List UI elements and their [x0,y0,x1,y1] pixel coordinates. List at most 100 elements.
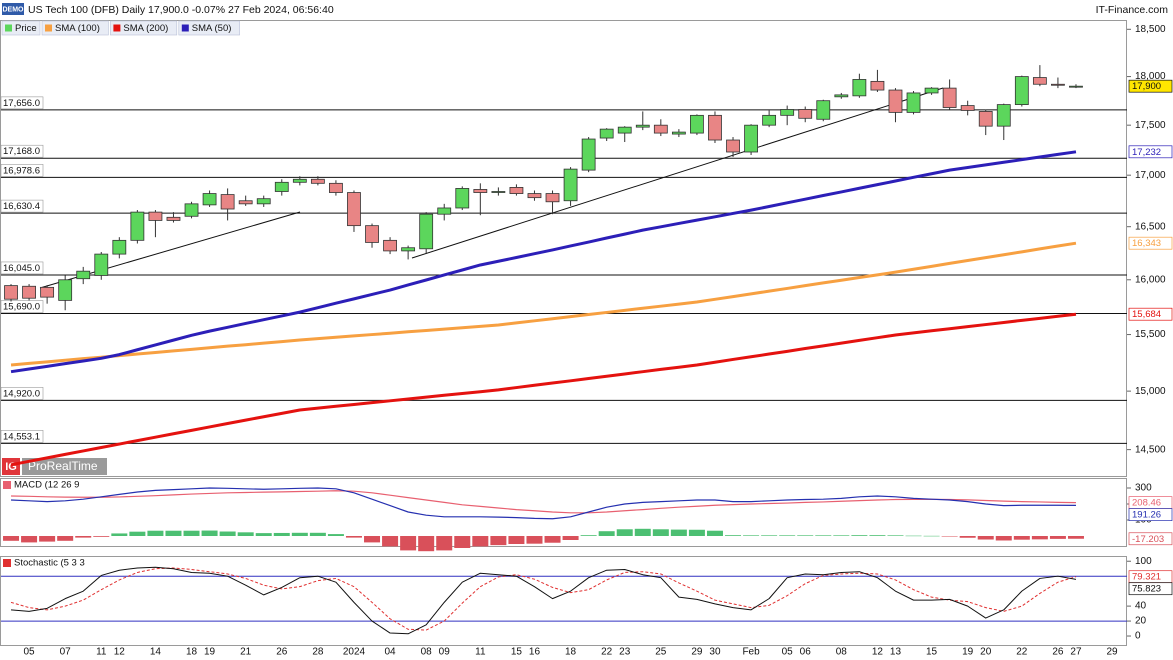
candle-body [238,200,253,205]
legend-bg [178,20,240,36]
histogram-bar [941,536,958,537]
candle-body [94,253,109,276]
candle-body [635,124,650,128]
histogram-bar [129,531,146,536]
histogram-bar [616,529,633,536]
candle-body [653,124,668,134]
x-tick-label: 18 [186,647,198,658]
histogram-bar [923,535,940,537]
candle-body [166,216,181,221]
x-tick-label: 11 [475,647,486,658]
level-label-bg [0,430,44,443]
histogram-bar [634,528,651,536]
level-label: 16,978.6 [3,165,40,176]
histogram-bar [490,536,507,546]
value-label: 191.26 [1132,510,1161,521]
histogram-bar [725,535,742,536]
level-label-bg [0,261,44,275]
candle-body [509,187,524,194]
candle-body [870,80,885,91]
histogram-bar [57,536,74,541]
y-tick-label: 16,500 [1135,221,1166,232]
candle-body [834,94,849,98]
histogram-bar [688,529,705,536]
y-tick-label: 40 [1135,601,1147,612]
value-label-bg [1128,582,1173,596]
histogram-bar [779,535,796,536]
histogram-bar [418,536,435,552]
value-label: 16,343 [1132,238,1161,249]
candle-body [816,100,831,120]
candle-body [76,270,91,280]
y-tick-label: 18,000 [1135,71,1166,82]
histogram-bar [652,529,669,536]
line-series [10,312,1077,467]
candle-body [184,203,199,217]
candle-body [130,211,145,241]
value-label-bg [1128,532,1173,546]
x-tick-label: 29 [1107,647,1119,658]
x-tick-label: 12 [872,647,884,658]
histogram-bar [508,536,525,544]
x-tick-label: 26 [276,647,288,658]
candle-body [1051,83,1065,86]
histogram-bar [291,532,308,536]
x-tick-label: 14 [150,647,162,658]
candle-body [274,181,289,192]
legend-swatch [45,24,52,32]
plot-layer: 18,500 18,000 17,500 17,000 16,500 16,000 15,5… [0,20,1173,658]
histogram-bar [851,535,868,536]
candle-body [671,131,686,135]
value-label: 15,684 [1132,309,1161,320]
level-label: 16,045.0 [3,263,40,274]
histogram-bar [111,533,128,536]
histogram-bar [544,536,561,543]
histogram-bar [905,535,922,537]
legend-bg [41,20,109,36]
x-tick-label: 30 [709,647,721,658]
histogram-bar [743,535,760,536]
line-series [10,241,1077,367]
candle-body [437,207,452,215]
candle-body [545,193,560,203]
x-tick-label: Feb [742,647,760,658]
x-tick-label: 25 [655,647,667,658]
candle-body [329,182,343,193]
candle-body [383,239,397,252]
x-tick-label: 19 [962,647,974,658]
candle-body [58,279,73,301]
level-label: 14,553.1 [3,431,40,442]
value-label-bg [1128,508,1173,521]
histogram-bar [472,536,489,547]
histogram-bar [436,536,453,551]
source: IT-Finance.com [1096,4,1169,16]
histogram-bar [165,530,182,536]
candle-body [220,194,235,210]
level-label-bg [0,164,44,177]
demo-badge-bg [2,3,24,15]
candle-body [906,92,921,113]
histogram-bar [454,536,471,548]
histogram-bar [869,535,886,536]
x-tick-label: 07 [60,647,72,658]
x-tick-label: 2024 [343,647,366,658]
candle-body [22,285,36,299]
trend-line [411,87,944,259]
level-label: 17,656.0 [3,98,40,109]
candle-body [365,225,379,243]
value-label: 17,900 [1132,81,1161,92]
x-tick-label: 15 [511,647,523,658]
candle-body [617,126,632,134]
x-tick-label: 19 [204,647,216,658]
panel-label: MACD (12 26 9 [14,480,79,491]
candle-body [726,139,740,153]
histogram-bar [309,532,326,536]
macd-panel [0,478,1127,547]
histogram-bar [201,530,218,536]
histogram-bar [147,530,164,536]
candle-body [581,138,596,171]
candle-body [978,111,993,127]
y-tick-label: 100 [1135,556,1152,567]
